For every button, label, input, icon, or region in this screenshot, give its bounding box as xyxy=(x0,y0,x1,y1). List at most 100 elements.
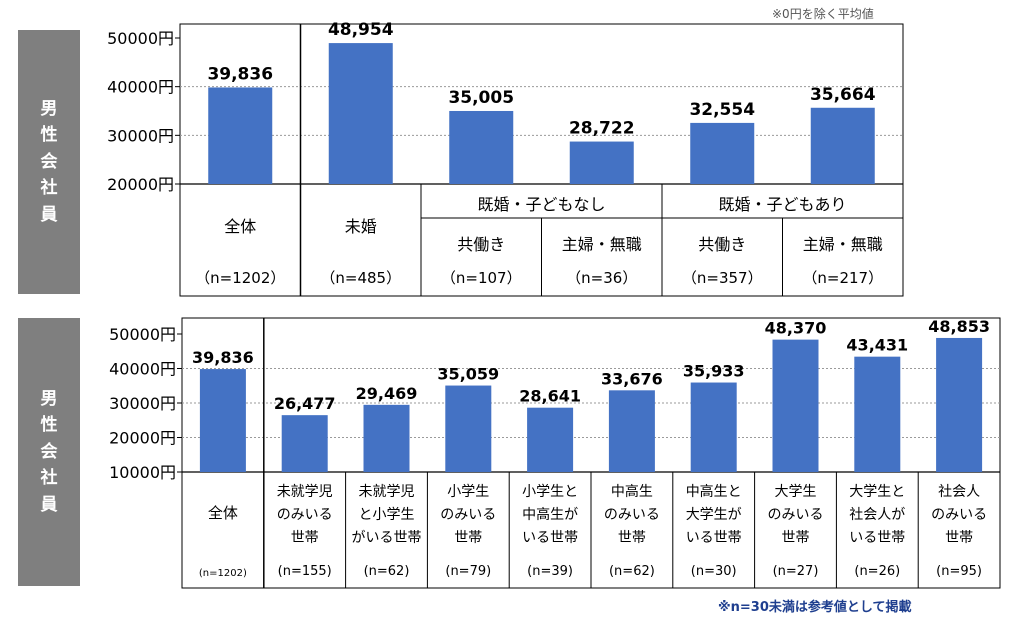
chart2-category-label: のみいる xyxy=(931,507,987,523)
chart1-ytick-label: 40000円 xyxy=(107,78,174,97)
chart2-category-label: 世帯 xyxy=(782,530,810,546)
reference-note: ※n=30未満は参考値として掲載 xyxy=(718,600,912,615)
chart2-ytick-label: 30000円 xyxy=(109,394,176,413)
chart2-category-label: と小学生 xyxy=(359,507,415,523)
chart2-category-label: 中高生が xyxy=(522,506,578,523)
chart2-n-label: (n=30) xyxy=(691,564,737,579)
chart1-bar xyxy=(690,122,755,184)
side-label-char: 社 xyxy=(40,468,58,489)
side-label-char: 性 xyxy=(40,125,58,146)
side-label-char: 男 xyxy=(40,389,58,410)
chart1-category-label: 共働き xyxy=(457,235,505,254)
chart2-value-label: 43,431 xyxy=(846,336,908,355)
chart2-bar xyxy=(363,404,410,472)
chart2-value-label: 33,676 xyxy=(601,369,663,388)
chart2-n-label: (n=79) xyxy=(445,564,491,579)
chart1-n-label: （n=217） xyxy=(802,269,883,287)
chart2-ytick-label: 10000円 xyxy=(109,463,176,482)
chart1-category-label: 主婦・無職 xyxy=(803,235,883,254)
side-label-char: 会 xyxy=(40,151,58,172)
chart2-ytick-label: 20000円 xyxy=(109,429,176,448)
chart2-category-label: 大学生が xyxy=(686,507,742,523)
chart2-category-label: がいる世帯 xyxy=(352,530,422,546)
chart2-value-label: 35,933 xyxy=(683,362,745,381)
chart1-ytick-label: 20000円 xyxy=(107,175,174,194)
side-label-char: 会 xyxy=(40,441,58,462)
chart2-value-label: 28,641 xyxy=(519,387,581,406)
chart2-n-label: (n=27) xyxy=(773,564,819,579)
chart1-ytick-label: 50000円 xyxy=(107,29,174,48)
chart2-bar xyxy=(772,339,819,472)
side-label-bottom: 男 性 会 社 員 xyxy=(18,318,80,586)
chart2-bar xyxy=(690,382,737,472)
chart2-category-label: 世帯 xyxy=(945,530,973,546)
chart2-category-label: 未就学児 xyxy=(277,484,333,500)
chart2-bar xyxy=(281,415,328,472)
chart2-category-label: 社会人が xyxy=(849,507,905,523)
side-label-char: 員 xyxy=(40,494,58,515)
chart2-category-label: 小学生 xyxy=(447,484,489,500)
chart2-value-label: 39,836 xyxy=(192,348,254,367)
chart1-bar xyxy=(208,87,273,184)
chart2-n-label: (n=155) xyxy=(278,564,332,579)
chart1-group-header: 既婚・子どもあり xyxy=(718,195,846,214)
chart2-category-label: のみいる xyxy=(277,507,333,523)
chart1-category-label: 主婦・無職 xyxy=(562,235,642,254)
chart1-n-label: （n=357） xyxy=(682,269,763,287)
chart1-value-label: 35,664 xyxy=(810,85,876,105)
chart2-category-label: 世帯 xyxy=(291,530,319,546)
side-label-char: 性 xyxy=(40,415,58,436)
chart2-category-label: 中高生と xyxy=(686,483,742,500)
chart2-category-label: 大学生と xyxy=(849,484,905,500)
chart1-bar xyxy=(569,141,634,184)
chart2-category-label: のみいる xyxy=(440,507,496,523)
chart2-bar xyxy=(445,385,492,472)
chart2-category-label: 全体 xyxy=(208,504,238,522)
chart2-category-label: いる世帯 xyxy=(849,530,905,546)
average-note: ※0円を除く平均値 xyxy=(772,7,874,21)
chart2-category-label: 中高生 xyxy=(611,483,653,500)
chart2-category-label: 未就学児 xyxy=(359,484,415,500)
chart1-value-label: 32,554 xyxy=(689,100,755,120)
chart2-category-label: 小学生と xyxy=(522,484,578,500)
chart1-category-label: 全体 xyxy=(224,217,256,236)
chart2-category-label: いる世帯 xyxy=(686,530,742,546)
side-label-char: 男 xyxy=(40,99,58,120)
chart1-ytick-label: 30000円 xyxy=(107,126,174,145)
chart2-category-label: のみいる xyxy=(604,507,660,523)
chart1-value-label: 48,954 xyxy=(328,20,394,40)
chart1-category-label: 共働き xyxy=(698,235,746,254)
chart1-bar xyxy=(449,110,514,184)
chart2-category-label: いる世帯 xyxy=(522,530,578,546)
side-label-char: 社 xyxy=(40,178,58,199)
chart1-bar xyxy=(810,107,875,184)
chart1-value-label: 28,722 xyxy=(569,119,635,139)
chart2-bar xyxy=(854,356,901,472)
chart2-value-label: 48,853 xyxy=(928,317,990,336)
chart1-category-label: 未婚 xyxy=(345,217,377,236)
chart2-n-label: (n=62) xyxy=(609,564,655,579)
chart1-bar xyxy=(328,43,393,185)
chart1-value-label: 35,005 xyxy=(448,88,514,108)
chart2-n-label: (n=26) xyxy=(854,564,900,579)
chart1-n-label: （n=485） xyxy=(320,269,401,287)
chart2-category-label: のみいる xyxy=(768,507,824,523)
chart2-ytick-label: 40000円 xyxy=(109,360,176,379)
chart2-n-label: (n=95) xyxy=(936,564,982,579)
chart2-ytick-label: 50000円 xyxy=(109,325,176,344)
chart2-n-label: (n=62) xyxy=(364,564,410,579)
chart2-category-label: 世帯 xyxy=(618,530,646,546)
chart2-bar xyxy=(527,407,574,472)
chart2-category-label: 大学生 xyxy=(775,484,817,500)
chart2-bar xyxy=(608,390,655,472)
chart1-value-label: 39,836 xyxy=(207,64,273,84)
chart2-bar xyxy=(936,337,983,472)
chart1-n-label: （n=36） xyxy=(566,269,637,287)
side-label-char: 員 xyxy=(40,204,58,225)
chart2-value-label: 26,477 xyxy=(274,394,336,413)
side-label-top: 男 性 会 社 員 xyxy=(18,30,80,294)
chart2-n-label: (n=1202) xyxy=(199,568,247,579)
chart2-value-label: 48,370 xyxy=(765,319,827,338)
chart2-category-label: 世帯 xyxy=(454,530,482,546)
